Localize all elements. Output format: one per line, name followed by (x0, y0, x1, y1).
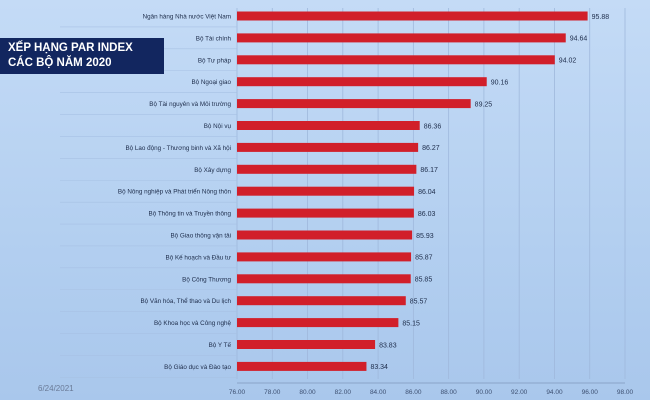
x-tick-label: 92.00 (511, 389, 528, 396)
x-tick-label: 82.00 (335, 389, 352, 396)
data-label: 83.34 (370, 364, 388, 371)
category-label: Bộ Lao động - Thương binh và Xã hội (125, 145, 231, 152)
data-label: 90.16 (491, 80, 509, 87)
data-label: 85.15 (402, 320, 420, 327)
category-label: Bộ Tài nguyên và Môi trường (149, 101, 231, 108)
bar (237, 296, 406, 306)
bar (237, 208, 414, 218)
data-label: 85.85 (415, 277, 433, 284)
x-tick-label: 86.00 (405, 389, 422, 396)
category-label: Bộ Nông nghiệp và Phát triển Nông thôn (118, 188, 232, 196)
category-label: Bộ Khoa học và Công nghệ (154, 320, 232, 327)
x-tick-label: 98.00 (617, 389, 634, 396)
x-tick-label: 90.00 (476, 389, 493, 396)
x-tick-label: 84.00 (370, 389, 387, 396)
category-label: Bộ Y Tế (209, 340, 232, 349)
bar (237, 318, 399, 328)
data-label: 83.83 (379, 342, 397, 349)
bar (237, 99, 471, 109)
bar (237, 11, 588, 21)
category-label: Bộ Kế hoạch và Đầu tư (166, 252, 232, 261)
bar (237, 186, 415, 196)
bar (237, 55, 555, 65)
category-label: Bộ Nội vụ (204, 123, 232, 130)
x-tick-label: 78.00 (264, 389, 281, 396)
x-tick-label: 94.00 (546, 389, 563, 396)
bar (237, 142, 419, 152)
bar (237, 361, 367, 371)
category-label: Bộ Giao thông vận tải (170, 233, 231, 240)
bar (237, 274, 411, 284)
category-label: Bộ Công Thương (182, 276, 231, 283)
chart-title-line-2: CÁC BỘ NĂM 2020 (8, 57, 112, 69)
data-label: 86.03 (418, 211, 436, 218)
data-label: 94.02 (559, 58, 577, 65)
bar (237, 230, 413, 240)
data-label: 85.87 (415, 255, 433, 262)
x-tick-label: 80.00 (299, 389, 316, 396)
bar (237, 121, 420, 130)
chart-title-line-1: XẾP HẠNG PAR INDEX (8, 42, 133, 54)
date-stamp: 6/24/2021 (38, 384, 74, 393)
data-label: 86.27 (422, 145, 440, 152)
bar (237, 33, 566, 43)
data-label: 86.04 (418, 189, 436, 196)
category-label: Bộ Giáo dục và Đào tạo (164, 364, 231, 371)
bar (237, 77, 487, 87)
category-label: Bộ Văn hóa, Thể thao và Du lịch (140, 297, 231, 305)
data-label: 94.64 (570, 36, 588, 43)
category-label: Bộ Ngoại giao (191, 79, 231, 86)
category-label: Bộ Tài chính (196, 35, 232, 42)
bar (237, 252, 412, 262)
x-tick-label: 96.00 (582, 389, 599, 396)
data-label: 85.93 (416, 233, 434, 240)
bar (237, 164, 417, 174)
category-label: Bộ Tư pháp (198, 57, 232, 64)
x-tick-label: 88.00 (440, 389, 457, 396)
data-label: 86.17 (420, 167, 438, 174)
chart-title-box: XẾP HẠNG PAR INDEX CÁC BỘ NĂM 2020 (0, 38, 164, 74)
category-label: Ngân hàng Nhà nước Việt Nam (143, 14, 231, 21)
bar (237, 340, 376, 349)
data-label: 89.25 (475, 101, 493, 108)
data-label: 95.88 (592, 14, 610, 21)
data-label: 86.36 (424, 123, 442, 130)
data-label: 85.57 (410, 299, 428, 306)
x-tick-label: 76.00 (229, 389, 246, 396)
category-label: Bộ Thông tin và Truyền thông (149, 209, 232, 218)
category-label: Bộ Xây dựng (194, 167, 231, 174)
